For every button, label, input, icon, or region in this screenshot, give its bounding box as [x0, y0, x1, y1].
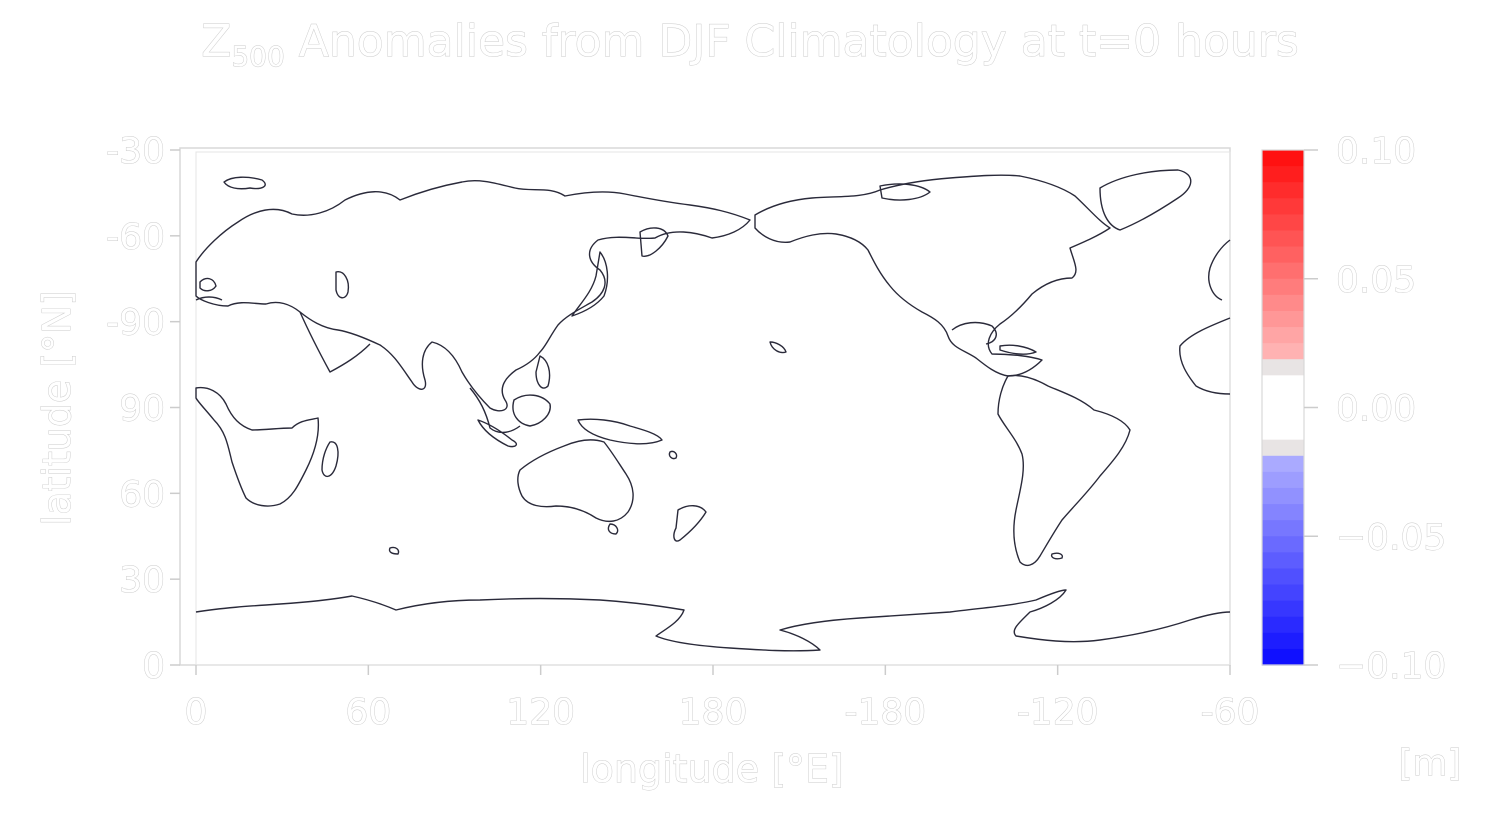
x-tick-label: 180 [679, 692, 748, 733]
chart-title: Z500 Anomalies from DJF Climatology at t… [201, 16, 1299, 73]
colorbar-segment [1262, 375, 1304, 393]
y-axis-label: latitude [°N] [35, 291, 79, 526]
coastline-newzealand [673, 505, 707, 542]
colorbar-segment [1262, 487, 1304, 505]
title-subscript: 500 [231, 40, 284, 73]
y-axis: -30 -60 -90 90 60 30 0 [106, 131, 180, 687]
x-axis: 0 60 120 180 -180 -120 -60 [184, 665, 1260, 733]
coastline-philippines [535, 355, 551, 389]
coastline-scandinavia [223, 176, 266, 190]
coastline-sumatra [477, 419, 518, 448]
y-tick-label: -60 [106, 217, 165, 258]
x-tick-label: -120 [1017, 692, 1099, 733]
colorbar-segment [1262, 327, 1304, 344]
y-tick-label: 30 [119, 560, 165, 601]
coastline-antarctica [195, 589, 1231, 652]
coastline-gulf [951, 321, 997, 345]
colorbar-segment [1262, 359, 1304, 376]
y-tick-label: -90 [106, 303, 165, 344]
colorbar-segment [1262, 310, 1304, 328]
y-tick-label: 0 [142, 646, 165, 687]
colorbar-segment [1262, 182, 1304, 199]
coastlines [195, 169, 1231, 652]
colorbar-segment [1262, 391, 1304, 409]
coastline-iberia [195, 296, 223, 301]
colorbar-segment [1262, 600, 1304, 618]
x-axis-label: longitude [°E] [580, 747, 844, 791]
colorbar-segment [1262, 536, 1304, 553]
colorbar-segment [1262, 632, 1304, 650]
coastline-tasmania [607, 523, 619, 535]
colorbar: 0.10 0.05 0.00 −0.05 −0.10 [1261, 131, 1447, 687]
colorbar-segment [1262, 278, 1304, 296]
colorbar-tick-label: 0.05 [1336, 260, 1416, 301]
x-tick-label: -60 [1201, 692, 1260, 733]
colorbar-segment [1262, 568, 1304, 586]
colorbar-segment [1262, 343, 1304, 360]
colorbar-tick-label: −0.05 [1336, 517, 1446, 558]
coastline-japan [571, 251, 609, 317]
coastline-south-america [997, 374, 1131, 567]
coastline-brazil-east [1208, 239, 1231, 301]
coastline-africa [195, 386, 320, 507]
coastline-borneo [512, 394, 551, 427]
x-tick-label: 60 [345, 692, 391, 733]
x-tick-label: 120 [506, 692, 575, 733]
x-tick-label: 0 [185, 692, 208, 733]
coastline-falklands [1050, 552, 1064, 560]
colorbar-segment [1262, 198, 1304, 215]
coastline-atlantic-edge [1179, 317, 1231, 395]
coastline-kamchatka [639, 227, 669, 257]
coastline-caspian [335, 271, 350, 299]
colorbar-segment [1262, 166, 1304, 183]
colorbar-segment [1262, 262, 1304, 280]
colorbar-segment [1262, 552, 1304, 570]
title-rest: Anomalies from DJF Climatology at t=0 ho… [285, 16, 1299, 67]
coastline-kerguelen [388, 546, 400, 555]
coastline-indochina [469, 387, 521, 434]
colorbar-segment [1262, 246, 1304, 264]
coastline-newguinea [577, 418, 663, 445]
x-tick-label: -180 [844, 692, 926, 733]
coastline-australia [517, 439, 634, 523]
colorbar-unit: [m] [1398, 743, 1461, 784]
colorbar-segment [1262, 584, 1304, 602]
colorbar-segment [1262, 504, 1304, 521]
title-main: Z [201, 16, 231, 67]
colorbar-segment [1262, 230, 1304, 248]
y-tick-label: 90 [119, 389, 165, 430]
colorbar-segment [1262, 520, 1304, 537]
colorbar-tick-label: 0.00 [1336, 389, 1416, 430]
coastline-arctic-islands [879, 183, 931, 201]
coastline-north-america [754, 174, 1111, 377]
coastline-uk [199, 277, 217, 292]
colorbar-segment [1262, 439, 1304, 457]
y-tick-label: -30 [106, 131, 165, 172]
coastline-fiji [668, 450, 678, 460]
coastline-greenland [1099, 169, 1192, 231]
colorbar-tick-label: −0.10 [1336, 646, 1446, 687]
colorbar-segment [1262, 455, 1304, 473]
colorbar-segment [1262, 150, 1304, 167]
coastline-cuba [999, 344, 1037, 355]
coastline-hawaii [769, 341, 787, 354]
coastline-arabia [299, 311, 371, 373]
colorbar-segment [1262, 471, 1304, 489]
colorbar-segment [1262, 423, 1304, 441]
colorbar-segment [1262, 214, 1304, 232]
map-frame [179, 147, 1231, 666]
y-tick-label: 60 [119, 474, 165, 515]
colorbar-segment [1262, 407, 1304, 425]
colorbar-segment [1262, 616, 1304, 634]
colorbar-segment [1262, 294, 1304, 312]
colorbar-segment [1262, 648, 1304, 666]
coastline-madagascar [321, 441, 339, 477]
coastline-eurasia [195, 179, 751, 412]
colorbar-tick-label: 0.10 [1336, 131, 1416, 172]
